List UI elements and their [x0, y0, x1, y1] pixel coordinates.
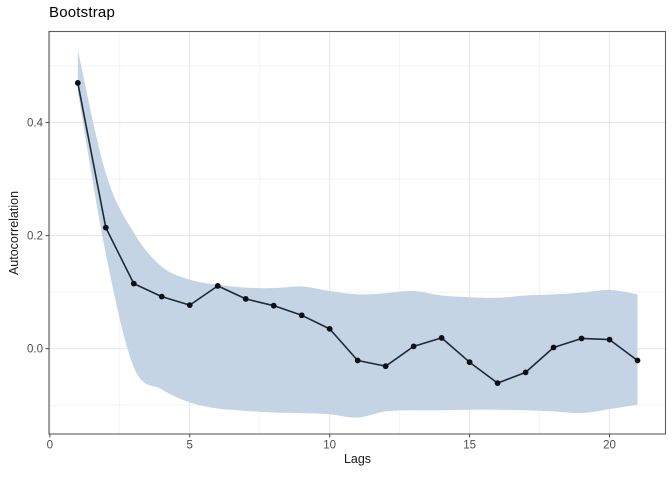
y-tick-label: 0.0 [27, 344, 43, 356]
data-point [354, 357, 361, 364]
data-point [550, 344, 557, 351]
data-point [578, 335, 585, 342]
chart-title: Bootstrap [49, 4, 116, 21]
data-point [74, 80, 81, 86]
data-point [158, 293, 165, 300]
y-tick-label: 0.2 [27, 231, 43, 243]
data-point [214, 282, 221, 289]
x-tick-label: 20 [603, 440, 616, 452]
panel-border [48, 30, 667, 435]
data-point [270, 302, 277, 309]
data-point [186, 302, 193, 309]
x-axis-title: Lags [343, 452, 372, 466]
confidence-ribbon [77, 50, 638, 418]
data-point [382, 363, 389, 370]
data-point [242, 295, 249, 302]
data-point [438, 334, 445, 341]
data-point [298, 312, 305, 319]
x-tick-label: 5 [187, 440, 193, 452]
data-point [522, 369, 529, 376]
y-axis-title: Autocorrelation [7, 190, 21, 276]
x-tick-label: 15 [463, 440, 476, 452]
data-point [494, 380, 501, 387]
data-point [326, 325, 333, 332]
data-point [466, 359, 473, 366]
data-point [130, 280, 137, 287]
data-point [102, 224, 109, 231]
data-point [606, 336, 613, 343]
y-tick-label: 0.4 [27, 118, 44, 130]
x-tick-label: 10 [323, 440, 336, 452]
data-point [410, 343, 417, 350]
x-tick-label: 0 [47, 440, 53, 452]
data-point [634, 357, 641, 364]
